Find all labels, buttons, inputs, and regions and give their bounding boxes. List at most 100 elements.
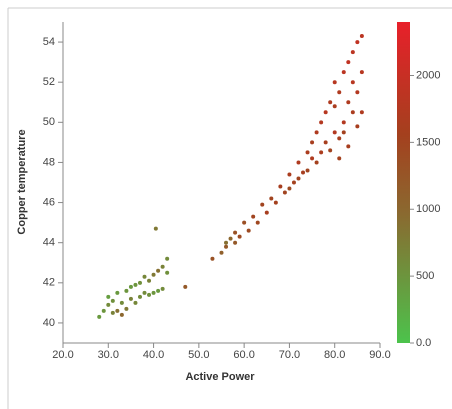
point (341, 120, 346, 125)
point (137, 294, 142, 299)
point (323, 110, 328, 115)
point (153, 226, 158, 231)
point (287, 186, 292, 191)
point (337, 90, 342, 95)
x-tick-label: 30.0 (98, 349, 119, 361)
point (142, 274, 147, 279)
point (251, 214, 256, 219)
colorbar (397, 22, 410, 343)
point (165, 270, 170, 275)
point (115, 308, 120, 313)
point (337, 136, 342, 141)
point (355, 124, 360, 129)
point (224, 244, 229, 249)
point (133, 282, 138, 287)
point (115, 290, 120, 295)
x-tick-label: 50.0 (188, 349, 209, 361)
point (110, 298, 115, 303)
y-tick-label: 52 (43, 76, 55, 88)
point (291, 180, 296, 185)
point (310, 140, 315, 145)
point (359, 70, 364, 75)
point (319, 120, 324, 125)
point (346, 144, 351, 149)
point (341, 130, 346, 135)
point (260, 202, 265, 207)
point (269, 196, 274, 201)
point (332, 130, 337, 135)
point (101, 308, 106, 313)
y-tick-label: 50 (43, 116, 55, 128)
point (142, 290, 147, 295)
point (314, 160, 319, 165)
point (124, 288, 129, 293)
point (228, 236, 233, 241)
point (147, 292, 152, 297)
point (305, 168, 310, 173)
point (165, 256, 170, 261)
colorbar-tick-label: 1500 (416, 136, 440, 148)
point (319, 150, 324, 155)
point (128, 296, 133, 301)
y-tick-label: 48 (43, 156, 55, 168)
point (314, 130, 319, 135)
point (210, 256, 215, 261)
point (278, 184, 283, 189)
point (151, 290, 156, 295)
point (359, 110, 364, 115)
x-tick-label: 60.0 (233, 349, 254, 361)
colorbar-tick-label: 1000 (416, 203, 440, 215)
point (296, 176, 301, 181)
colorbar-tick-label: 500 (416, 270, 434, 282)
point (355, 40, 360, 45)
point (328, 100, 333, 105)
point (273, 200, 278, 205)
point (156, 288, 161, 293)
point (350, 110, 355, 115)
point (224, 240, 229, 245)
point (301, 170, 306, 175)
point (110, 310, 115, 315)
point (350, 80, 355, 85)
y-tick-label: 44 (43, 237, 55, 249)
point (346, 60, 351, 65)
point (264, 210, 269, 215)
point (124, 306, 129, 311)
x-tick-label: 80.0 (324, 349, 345, 361)
point (332, 80, 337, 85)
point (119, 312, 124, 317)
y-tick-label: 40 (43, 317, 55, 329)
y-tick-label: 46 (43, 196, 55, 208)
point (355, 90, 360, 95)
point (359, 34, 364, 39)
point (296, 160, 301, 165)
x-tick-label: 90.0 (369, 349, 390, 361)
point (332, 104, 337, 109)
point (106, 294, 111, 299)
point (119, 300, 124, 305)
point (350, 50, 355, 55)
point (160, 264, 165, 269)
point (183, 284, 188, 289)
point (337, 156, 342, 161)
colorbar-tick-label: 0.0 (416, 337, 431, 349)
y-axis-label: Copper temperature (16, 129, 28, 234)
point (341, 70, 346, 75)
x-tick-label: 20.0 (52, 349, 73, 361)
point (237, 234, 242, 239)
y-tick-label: 54 (43, 36, 55, 48)
point (246, 228, 251, 233)
point (346, 100, 351, 105)
point (255, 220, 260, 225)
point (305, 150, 310, 155)
point (323, 140, 328, 145)
x-tick-label: 70.0 (279, 349, 300, 361)
point (137, 280, 142, 285)
x-tick-label: 40.0 (143, 349, 164, 361)
point (160, 286, 165, 291)
point (219, 250, 224, 255)
point (106, 302, 111, 307)
point (97, 314, 102, 319)
point (147, 278, 152, 283)
